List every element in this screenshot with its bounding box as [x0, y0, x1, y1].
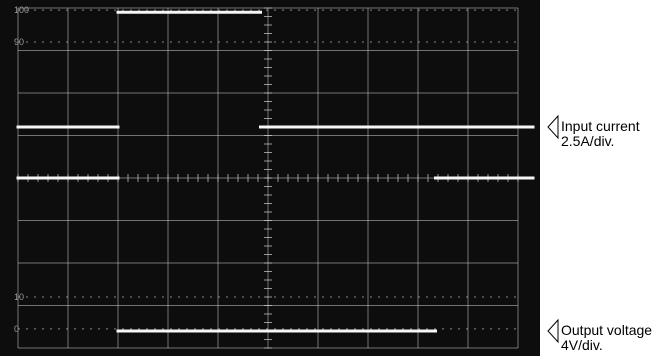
label-output-voltage: Output voltage 4V/div.	[547, 318, 652, 353]
input-current-label: Input current	[561, 118, 640, 134]
scale-mark-label: 0	[14, 324, 19, 334]
label-input-current: Input current 2.5A/div.	[547, 114, 640, 149]
output-voltage-marker-icon	[547, 318, 559, 344]
input-current-scale: 2.5A/div.	[561, 133, 614, 149]
scale-mark-label: 10	[14, 292, 24, 302]
traces	[16, 10, 535, 333]
output-voltage-label: Output voltage	[561, 322, 652, 338]
input-current-marker-icon	[547, 114, 559, 140]
scale-mark-label: 100	[14, 5, 29, 15]
scale-mark-label: 90	[14, 37, 24, 47]
output-voltage-scale: 4V/div.	[561, 337, 603, 353]
